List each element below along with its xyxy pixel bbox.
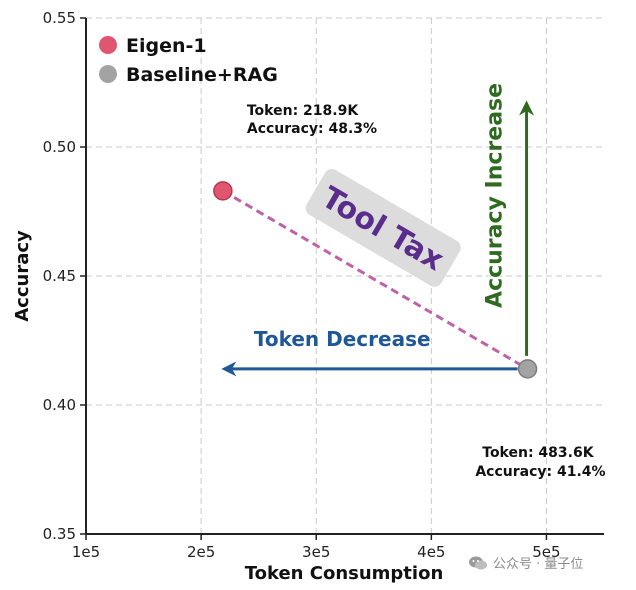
eigen-token-annotation: Token: 218.9K: [247, 103, 359, 119]
legend-label-eigen-1: Eigen-1: [126, 35, 207, 57]
baseline-accuracy-annotation: Accuracy: 41.4%: [475, 464, 605, 480]
tool-tax-line: [222, 189, 529, 371]
tool-tax-group: Tool Tax: [305, 169, 461, 287]
token-decrease-label: Token Decrease: [254, 327, 431, 351]
eigen-1-point: [213, 181, 233, 201]
legend-marker-baseline-rag: [99, 65, 117, 83]
x-tick-label: 4e5: [417, 543, 445, 561]
annotations: Tool Tax Token Decrease Accuracy Increase T…: [221, 83, 606, 480]
y-tick-label: 0.50: [43, 138, 76, 156]
eigen-accuracy-annotation: Accuracy: 48.3%: [247, 121, 377, 137]
watermark-text: 公众号 · 量子位: [493, 557, 584, 572]
ticks: 1e5 2e5 3e5 4e5 5e5 0.35 0.40 0.45 0.50 0.55: [43, 9, 561, 561]
tool-tax-box: [305, 169, 461, 287]
y-tick-label: 0.45: [43, 267, 76, 285]
y-tick-label: 0.55: [43, 9, 76, 27]
y-tick-label: 0.35: [43, 525, 76, 543]
baseline-rag-point: [517, 359, 538, 379]
watermark: 公众号 · 量子位: [468, 553, 583, 572]
y-tick-label: 0.40: [43, 396, 76, 414]
legend-marker-eigen-1: [99, 36, 117, 54]
data-points: [213, 181, 538, 379]
wechat-icon: [469, 556, 487, 569]
accuracy-increase-label: Accuracy Increase: [483, 83, 508, 308]
x-tick-label: 5e5: [532, 543, 560, 561]
x-tick-label: 2e5: [187, 543, 215, 561]
x-tick-label: 1e5: [72, 543, 100, 561]
baseline-token-annotation: Token: 483.6K: [482, 445, 594, 461]
x-axis-label: Token Consumption: [245, 563, 444, 584]
legend-label-baseline-rag: Baseline+RAG: [126, 64, 278, 86]
legend: Eigen-1 Baseline+RAG: [99, 35, 278, 86]
y-axis-label: Accuracy: [12, 230, 33, 322]
x-tick-label: 3e5: [302, 543, 330, 561]
